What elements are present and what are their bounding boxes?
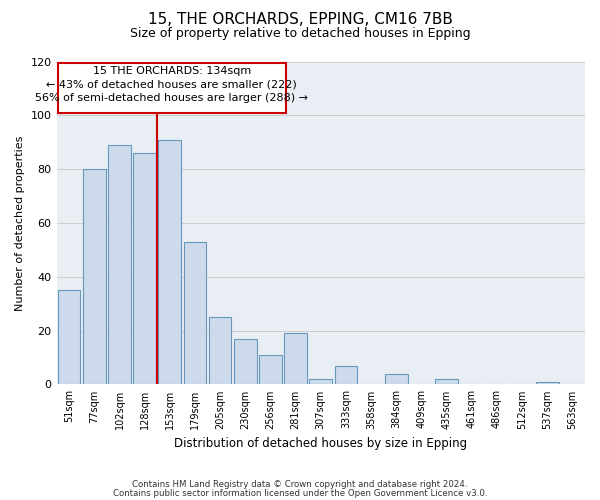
Bar <box>209 317 232 384</box>
X-axis label: Distribution of detached houses by size in Epping: Distribution of detached houses by size … <box>174 437 467 450</box>
Bar <box>133 153 156 384</box>
FancyBboxPatch shape <box>58 63 286 112</box>
Text: ← 43% of detached houses are smaller (222): ← 43% of detached houses are smaller (22… <box>46 80 297 90</box>
Bar <box>335 366 357 384</box>
Bar <box>536 382 559 384</box>
Text: Size of property relative to detached houses in Epping: Size of property relative to detached ho… <box>130 28 470 40</box>
Text: 15 THE ORCHARDS: 134sqm: 15 THE ORCHARDS: 134sqm <box>92 66 251 76</box>
Bar <box>435 379 458 384</box>
Bar <box>284 334 307 384</box>
Bar <box>158 140 181 384</box>
Bar <box>310 379 332 384</box>
Bar <box>234 338 257 384</box>
Text: Contains public sector information licensed under the Open Government Licence v3: Contains public sector information licen… <box>113 488 487 498</box>
Bar <box>83 169 106 384</box>
Text: Contains HM Land Registry data © Crown copyright and database right 2024.: Contains HM Land Registry data © Crown c… <box>132 480 468 489</box>
Bar <box>259 355 282 384</box>
Bar <box>184 242 206 384</box>
Bar <box>108 145 131 384</box>
Text: 15, THE ORCHARDS, EPPING, CM16 7BB: 15, THE ORCHARDS, EPPING, CM16 7BB <box>148 12 452 28</box>
Y-axis label: Number of detached properties: Number of detached properties <box>15 136 25 310</box>
Text: 56% of semi-detached houses are larger (288) →: 56% of semi-detached houses are larger (… <box>35 93 308 103</box>
Bar <box>385 374 407 384</box>
Bar <box>58 290 80 384</box>
